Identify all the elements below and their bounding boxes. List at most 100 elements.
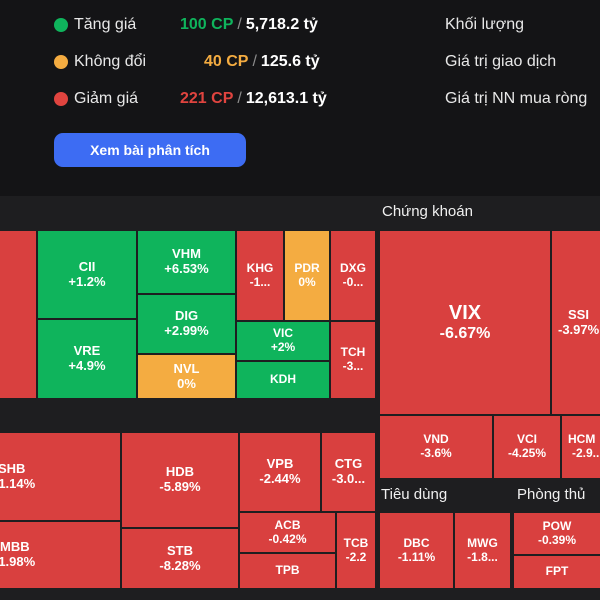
change: -3... xyxy=(342,359,364,373)
change: 0% xyxy=(177,375,196,391)
heatmap-tile-mwg[interactable]: MWG -1.8... xyxy=(455,513,510,588)
change: -4.25% xyxy=(507,446,547,460)
change: +4.9% xyxy=(68,358,106,373)
change: -2.2 xyxy=(345,549,367,564)
metric-foreign-net-buy[interactable]: Giá trị NN mua ròng xyxy=(445,90,588,107)
heatmap-tile-kdh[interactable]: KDH xyxy=(237,362,329,398)
heatmap-tile-fpt[interactable]: FPT xyxy=(514,556,600,588)
ticker: PDR xyxy=(294,260,320,275)
change: -0.39% xyxy=(537,532,577,547)
declining-count: 221 CP xyxy=(180,90,234,107)
change: 0% xyxy=(298,274,316,289)
change: -0... xyxy=(342,274,364,289)
heatmap-tile-pow[interactable]: POW -0.39% xyxy=(514,513,600,554)
metric-trading-value[interactable]: Giá trị giao dịch xyxy=(445,53,557,70)
unchanged-label: Không đổi xyxy=(74,53,147,70)
ticker: KHG xyxy=(246,260,274,275)
summary-row-declining: Giảm giá 221 CP / 12,613.1 tỷ xyxy=(54,88,327,110)
change: +2.99% xyxy=(164,323,209,338)
change: -1.11% xyxy=(397,549,436,564)
change: -3.0... xyxy=(331,471,366,486)
ticker: CTG xyxy=(334,456,363,472)
advancing-separator: / xyxy=(237,16,242,33)
heatmap-tile-vic[interactable]: VIC +2% xyxy=(237,322,329,360)
heatmap-tile-vpb[interactable]: VPB -2.44% xyxy=(240,433,320,511)
heatmap-tile-vnd[interactable]: VND -3.6% xyxy=(380,416,492,478)
ticker: TPB xyxy=(275,563,300,578)
heatmap-tile-acb[interactable]: ACB -0.42% xyxy=(240,513,335,552)
ticker: MBB xyxy=(0,539,30,555)
ticker: TCH xyxy=(340,345,366,360)
ticker: VCI xyxy=(516,432,537,447)
change: -3.97% xyxy=(558,321,600,337)
summary-row-advancing: Tăng giá 100 CP / 5,718.2 tỷ xyxy=(54,14,318,36)
change: -1.8... xyxy=(467,549,498,564)
ticker: VIX xyxy=(448,301,482,324)
heatmap: Chứng khoán Tiêu dùng Phòng thủ CII +1.2%… xyxy=(0,196,600,600)
unchanged-count: 40 CP xyxy=(204,53,249,70)
heatmap-tile-pdr[interactable]: PDR 0% xyxy=(285,231,329,320)
heatmap-tile-vre[interactable]: VRE +4.9% xyxy=(38,320,136,398)
change: -3.6% xyxy=(420,446,452,460)
ticker: NVL xyxy=(173,360,200,376)
change: -6.67% xyxy=(439,324,491,342)
ticker: SSI xyxy=(568,306,589,322)
ticker: VHM xyxy=(172,246,201,262)
ticker: SHB xyxy=(0,460,26,476)
heatmap-tile-ssi[interactable]: SSI -3.97% xyxy=(552,231,600,414)
heatmap-tile[interactable] xyxy=(0,231,36,398)
heatmap-tile-vci[interactable]: VCI -4.25% xyxy=(494,416,560,478)
heatmap-tile-dbc[interactable]: DBC -1.11% xyxy=(380,513,453,588)
heatmap-tile-cii[interactable]: CII +1.2% xyxy=(38,231,136,318)
unchanged-dot-icon xyxy=(54,55,68,69)
heatmap-tile-tcb[interactable]: TCB -2.2 xyxy=(337,513,375,588)
heatmap-tile-stb[interactable]: STB -8.28% xyxy=(122,529,238,588)
ticker: KDH xyxy=(270,372,296,387)
heatmap-tile-hcm[interactable]: HCM -2.9... xyxy=(562,416,600,478)
summary-row-unchanged: Không đổi 40 CP / 125.6 tỷ xyxy=(54,51,320,73)
unchanged-value: 125.6 tỷ xyxy=(260,53,320,70)
heatmap-tile-mbb[interactable]: MBB-1.98% xyxy=(0,522,120,588)
sector-label-securities: Chứng khoán xyxy=(382,203,473,220)
ticker: TCB xyxy=(343,535,369,550)
change: -5.89% xyxy=(159,479,201,494)
change: -8.28% xyxy=(159,557,201,573)
declining-label: Giảm giá xyxy=(74,90,139,107)
heatmap-tile-tch[interactable]: TCH -3... xyxy=(331,322,375,398)
ticker: DXG xyxy=(339,260,366,275)
ticker: VRE xyxy=(73,343,101,359)
heatmap-tile-dig[interactable]: DIG +2.99% xyxy=(138,295,235,353)
change: -1... xyxy=(249,274,271,289)
heatmap-tile-tpb[interactable]: TPB xyxy=(240,554,335,588)
declining-value: 12,613.1 tỷ xyxy=(245,90,327,107)
advancing-label: Tăng giá xyxy=(74,16,137,33)
ticker: MWG xyxy=(467,535,498,550)
heatmap-tile-khg[interactable]: KHG -1... xyxy=(237,231,283,320)
change: +2% xyxy=(270,340,296,354)
change: -0.42% xyxy=(268,531,307,546)
change: -1.98% xyxy=(0,554,36,569)
ticker: DBC xyxy=(403,535,430,550)
view-analysis-button[interactable]: Xem bài phân tích xyxy=(54,133,246,167)
ticker: DIG xyxy=(174,308,199,324)
heatmap-tile-dxg[interactable]: DXG -0... xyxy=(331,231,375,320)
heatmap-tile-ctg[interactable]: CTG -3.0... xyxy=(322,433,375,511)
advancing-count: 100 CP xyxy=(180,16,234,33)
change: -1.14% xyxy=(0,475,36,491)
change: +6.53% xyxy=(164,261,209,276)
heatmap-tile-nvl[interactable]: NVL 0% xyxy=(138,355,235,398)
heatmap-tile-vhm[interactable]: VHM +6.53% xyxy=(138,231,235,293)
heatmap-tile-hdb[interactable]: HDB -5.89% xyxy=(122,433,238,527)
ticker: VPB xyxy=(266,456,294,472)
change: -2.9... xyxy=(572,446,600,460)
heatmap-tile-vix[interactable]: VIX -6.67% xyxy=(380,231,550,414)
change: +1.2% xyxy=(68,273,106,289)
metric-volume[interactable]: Khối lượng xyxy=(445,16,525,33)
heatmap-tile-shb[interactable]: SHB-1.14% xyxy=(0,433,120,520)
ticker: POW xyxy=(542,518,572,533)
ticker: VND xyxy=(423,432,449,447)
advancing-dot-icon xyxy=(54,18,68,32)
ticker: VIC xyxy=(272,326,293,341)
ticker: CII xyxy=(78,258,96,274)
market-summary: Tăng giá 100 CP / 5,718.2 tỷ Không đổi 4… xyxy=(0,0,600,196)
